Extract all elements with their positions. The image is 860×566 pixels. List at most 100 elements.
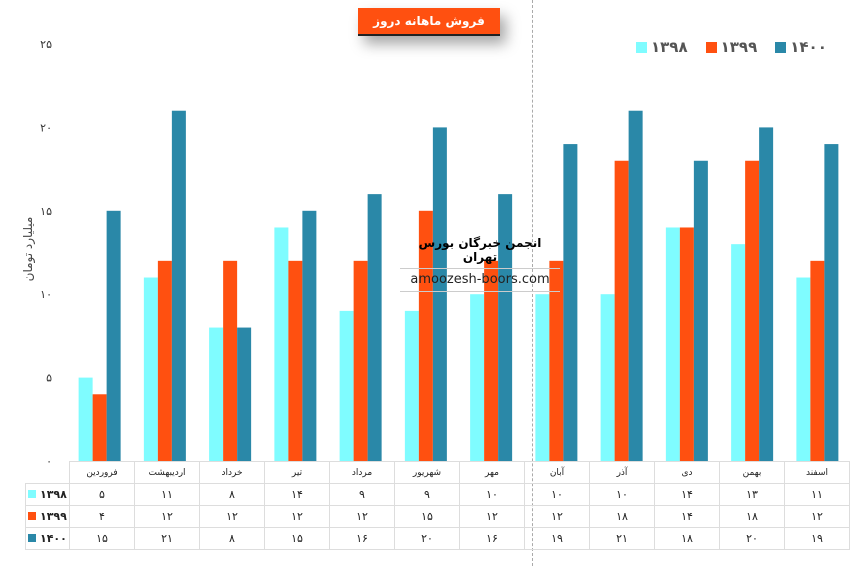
bar-۱۴۰۰-0 [106, 210, 121, 461]
bar-۱۴۰۰-8 [628, 110, 643, 461]
data-label: ۱۱ [784, 483, 850, 506]
series-swatch [28, 534, 36, 542]
bar-۱۴۰۰-11 [824, 144, 839, 461]
table-row: ۱۴۰۰ ۱۵ ۲۱ ۸ ۱۵ ۱۶ ۲۰ ۱۶ ۱۹ ۲۱ ۱۸ ۲۰ ۱۹ [25, 527, 850, 550]
bar-۱۳۹۸-8 [600, 294, 615, 461]
data-label: ۱۲ [784, 505, 850, 528]
data-label: ۱۵ [264, 527, 330, 550]
bar-۱۳۹۹-8 [614, 160, 629, 461]
data-label: ۱۲ [329, 505, 395, 528]
data-label: ۱۸ [719, 505, 785, 528]
y-tick-label: ۱۵ [40, 205, 52, 218]
bar-۱۳۹۹-11 [810, 260, 825, 461]
data-label: ۲۰ [394, 527, 460, 550]
legend-item-1399: ۱۳۹۹ [705, 38, 757, 56]
bar-۱۴۰۰-6 [498, 194, 513, 461]
bar-۱۳۹۸-5 [404, 310, 419, 461]
watermark-title: انجمن خبرگان بورس تهران [400, 236, 560, 269]
table-header-cell: اسفند [784, 461, 850, 484]
bar-۱۳۹۹-3 [288, 260, 303, 461]
bar-۱۴۰۰-7 [563, 144, 578, 461]
data-label: ۱۹ [784, 527, 850, 550]
bar-۱۳۹۸-10 [731, 244, 746, 461]
table-header-cell: شهریور [394, 461, 460, 484]
table-header-cell: آذر [589, 461, 655, 484]
table-header-cell: خرداد [199, 461, 265, 484]
data-label: ۱۰ [524, 483, 590, 506]
data-label: ۲۰ [719, 527, 785, 550]
table-row: ۱۳۹۹ ۴ ۱۲ ۱۲ ۱۲ ۱۲ ۱۵ ۱۲ ۱۲ ۱۸ ۱۴ ۱۸ ۱۲ [25, 505, 850, 528]
data-label: ۱۶ [329, 527, 395, 550]
watermark: انجمن خبرگان بورس تهران amoozesh-boors.c… [400, 236, 560, 292]
data-label: ۲۱ [589, 527, 655, 550]
bar-۱۴۰۰-2 [237, 327, 252, 461]
bar-۱۴۰۰-5 [432, 127, 447, 462]
y-tick-label: ۱۰ [40, 288, 52, 301]
divider-line [532, 0, 533, 566]
bar-۱۳۹۹-2 [223, 260, 238, 461]
data-label: ۱۰ [459, 483, 525, 506]
table-header-cell: اردیبهشت [134, 461, 200, 484]
data-label: ۹ [329, 483, 395, 506]
bar-۱۴۰۰-3 [302, 210, 317, 461]
data-label: ۱۴ [654, 505, 720, 528]
bar-۱۳۹۹-6 [484, 260, 499, 461]
bar-۱۳۹۸-11 [796, 277, 811, 461]
data-label: ۱۲ [199, 505, 265, 528]
data-label: ۱۲ [459, 505, 525, 528]
bar-۱۳۹۹-1 [157, 260, 172, 461]
bar-۱۳۹۹-0 [92, 394, 107, 461]
data-label: ۱۲ [264, 505, 330, 528]
table-header-cell: فروردین [69, 461, 135, 484]
bar-۱۳۹۹-9 [679, 227, 694, 461]
bar-۱۳۹۹-4 [353, 260, 368, 461]
bar-۱۳۹۹-7 [549, 260, 564, 461]
data-label: ۱۹ [524, 527, 590, 550]
data-label: ۱۶ [459, 527, 525, 550]
bar-۱۳۹۹-5 [418, 210, 433, 461]
table-header-cell: بهمن [719, 461, 785, 484]
bar-۱۳۹۸-2 [209, 327, 224, 461]
table-header-cell: آبان [524, 461, 590, 484]
y-tick-label: ۲۰ [40, 121, 52, 134]
data-label: ۸ [199, 527, 265, 550]
legend-item-1400: ۱۴۰۰ [775, 38, 827, 56]
y-tick-label: ۲۵ [40, 38, 52, 51]
data-label: ۴ [69, 505, 135, 528]
legend-item-1398: ۱۳۹۸ [636, 38, 688, 56]
bar-۱۳۹۸-3 [274, 227, 289, 461]
bar-۱۴۰۰-10 [759, 127, 774, 462]
row-label: ۱۳۹۸ [25, 483, 70, 506]
table-corner [25, 461, 70, 484]
data-label: ۱۸ [654, 527, 720, 550]
bar-۱۳۹۸-4 [339, 310, 354, 461]
data-label: ۵ [69, 483, 135, 506]
table-header-cell: مرداد [329, 461, 395, 484]
table-header-cell: تیر [264, 461, 330, 484]
bar-۱۳۹۸-1 [143, 277, 158, 461]
series-swatch [28, 490, 36, 498]
y-tick-label: ۵ [46, 372, 52, 385]
data-label: ۱۵ [394, 505, 460, 528]
data-label: ۱۰ [589, 483, 655, 506]
series-swatch [28, 512, 36, 520]
data-label: ۹ [394, 483, 460, 506]
watermark-url: amoozesh-boors.com [400, 269, 560, 292]
legend: ۱۳۹۸ ۱۳۹۹ ۱۴۰۰ [636, 38, 827, 56]
data-label: ۱۳ [719, 483, 785, 506]
table-header-cell: دی [654, 461, 720, 484]
data-label: ۸ [199, 483, 265, 506]
row-label: ۱۴۰۰ [25, 527, 70, 550]
data-label: ۱۲ [524, 505, 590, 528]
data-table: فروردین اردیبهشت خرداد تیر مرداد شهریور مهر آبا… [25, 461, 850, 550]
data-label: ۱۲ [134, 505, 200, 528]
bar-۱۳۹۸-6 [470, 294, 485, 461]
bar-۱۳۹۸-0 [78, 377, 93, 461]
data-label: ۲۱ [134, 527, 200, 550]
bar-۱۳۹۸-9 [665, 227, 680, 461]
data-label: ۱۸ [589, 505, 655, 528]
data-label: ۱۴ [264, 483, 330, 506]
bar-۱۴۰۰-1 [171, 110, 186, 461]
table-row: ۱۳۹۸ ۵ ۱۱ ۸ ۱۴ ۹ ۹ ۱۰ ۱۰ ۱۰ ۱۴ ۱۳ ۱۱ [25, 483, 850, 506]
